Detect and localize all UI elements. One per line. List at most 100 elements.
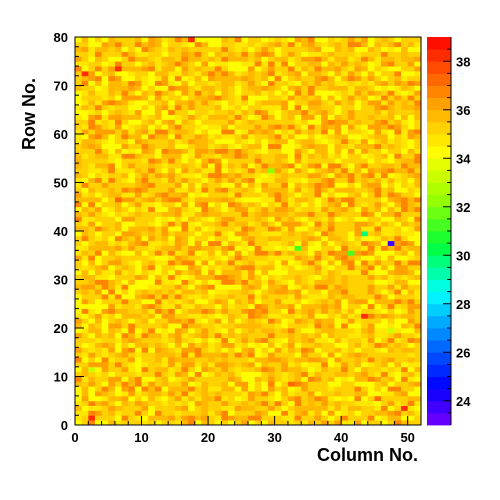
heatmap-cell: [267, 410, 276, 416]
heatmap-cell: [387, 308, 395, 314]
heatmap-cell: [141, 182, 149, 188]
heatmap-cell: [75, 143, 83, 149]
colorbar-tick-label: 30: [456, 248, 470, 263]
heatmap-cell: [361, 323, 369, 329]
heatmap-cell: [301, 206, 309, 212]
heatmap-cell: [188, 90, 196, 96]
heatmap-cell: [374, 420, 382, 426]
heatmap-cell: [347, 95, 355, 101]
heatmap-cell: [274, 264, 282, 271]
heatmap-cell: [75, 192, 83, 198]
heatmap-cell: [214, 245, 222, 251]
heatmap-cell: [181, 61, 189, 67]
heatmap-cell: [394, 104, 402, 111]
heatmap-cell: [81, 337, 89, 343]
heatmap-cell: [128, 264, 136, 271]
heatmap-cell: [394, 386, 402, 392]
heatmap-cell: [194, 158, 202, 164]
heatmap-cell: [248, 206, 256, 212]
heatmap-cell: [174, 158, 182, 164]
heatmap-cell: [327, 163, 335, 169]
heatmap-cell: [228, 386, 236, 392]
heatmap-cell: [141, 206, 149, 212]
heatmap-cell: [81, 231, 89, 237]
heatmap-cell: [314, 100, 322, 106]
heatmap-cell: [274, 177, 282, 183]
heatmap-cell: [75, 158, 83, 164]
heatmap-cell: [281, 371, 289, 377]
heatmap-cell: [347, 70, 355, 77]
heatmap-cell: [301, 289, 309, 295]
heatmap-cell: [321, 366, 329, 373]
heatmap-cell: [128, 274, 136, 280]
heatmap-cell: [267, 357, 276, 363]
heatmap-cell: [94, 134, 103, 140]
heatmap-cell: [354, 361, 362, 368]
heatmap-cell: [281, 240, 289, 246]
heatmap-cell: [174, 192, 182, 198]
heatmap-cell: [361, 255, 369, 261]
heatmap-cell: [367, 197, 375, 203]
heatmap-cell: [234, 80, 242, 86]
heatmap-cell: [114, 284, 122, 290]
heatmap-cell: [94, 395, 103, 402]
heatmap-cell: [394, 90, 402, 96]
heatmap-cell: [294, 70, 302, 77]
heatmap-cell: [374, 187, 382, 193]
heatmap-cell: [128, 163, 136, 169]
heatmap-cell: [374, 235, 382, 242]
heatmap-cell: [301, 138, 309, 145]
heatmap-cell: [301, 153, 309, 159]
heatmap-cell: [181, 216, 189, 222]
heatmap-cell: [334, 61, 342, 67]
heatmap-cell: [214, 328, 222, 334]
heatmap-cell: [81, 308, 89, 314]
heatmap-cell: [321, 187, 329, 193]
heatmap-cell: [228, 41, 236, 48]
heatmap-cell: [181, 37, 189, 43]
heatmap-cell: [148, 192, 156, 198]
heatmap-cell: [134, 163, 142, 169]
heatmap-cell: [101, 308, 109, 314]
heatmap-cell: [314, 80, 322, 86]
heatmap-cell: [228, 361, 236, 368]
heatmap-cell: [208, 279, 216, 285]
heatmap-cell: [201, 274, 209, 280]
heatmap-cell: [241, 119, 249, 125]
heatmap-cell: [387, 240, 395, 246]
heatmap-cell: [228, 289, 236, 295]
heatmap-cell: [188, 235, 196, 242]
heatmap-cell: [287, 158, 295, 164]
heatmap-cell: [174, 420, 182, 426]
heatmap-cell: [254, 294, 262, 300]
heatmap-cell: [241, 318, 249, 324]
heatmap-cell: [121, 109, 129, 115]
heatmap-cell: [134, 143, 142, 149]
heatmap-cell: [314, 95, 322, 101]
heatmap-cell: [274, 167, 282, 174]
heatmap-cell: [361, 420, 369, 426]
heatmap-cell: [407, 167, 415, 174]
heatmap-cell: [254, 342, 262, 348]
heatmap-cell: [314, 129, 322, 135]
heatmap-cell: [88, 109, 96, 115]
heatmap-cell: [287, 153, 295, 159]
heatmap-cell: [101, 143, 109, 149]
heatmap-cell: [128, 104, 136, 111]
heatmap-cell: [181, 371, 189, 377]
heatmap-cell: [101, 109, 109, 115]
heatmap-cell: [414, 37, 422, 43]
heatmap-cell: [367, 342, 375, 348]
heatmap-cell: [154, 211, 162, 217]
heatmap-cell: [194, 134, 202, 140]
heatmap-cell: [307, 90, 315, 96]
heatmap-cell: [334, 250, 342, 256]
heatmap-cell: [121, 342, 129, 348]
heatmap-cell: [327, 51, 335, 57]
heatmap-cell: [374, 376, 382, 382]
heatmap-cell: [108, 313, 116, 319]
heatmap-cell: [414, 90, 422, 96]
heatmap-cell: [134, 221, 142, 227]
heatmap-cell: [267, 400, 276, 406]
heatmap-cell: [154, 134, 162, 140]
